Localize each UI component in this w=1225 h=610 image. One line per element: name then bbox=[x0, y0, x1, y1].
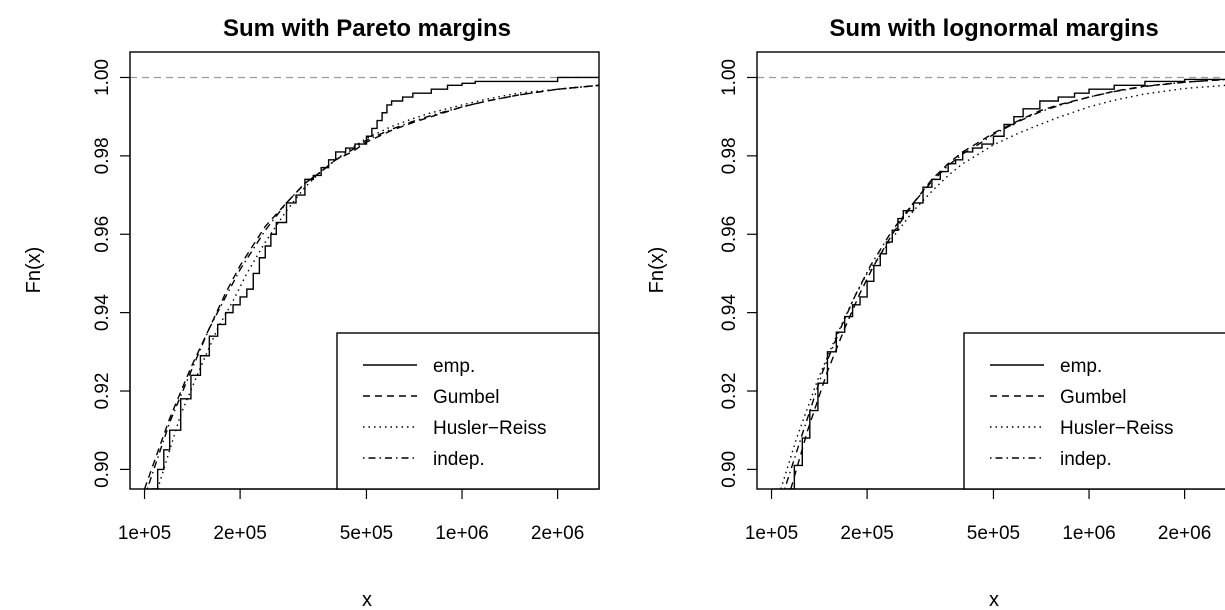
y-tick-label: 0.92 bbox=[92, 373, 113, 410]
series-line-dotted bbox=[157, 84, 599, 489]
x-tick-label: 2e+05 bbox=[840, 523, 893, 544]
x-tick-label: 1e+05 bbox=[745, 523, 798, 544]
legend-label: emp. bbox=[1060, 356, 1102, 377]
legend-label: Gumbel bbox=[1060, 387, 1127, 408]
y-tick-label: 1.00 bbox=[719, 59, 740, 96]
legend: emp. Gumbel Husler−Reiss indep. bbox=[336, 332, 600, 490]
series-line-dashed bbox=[790, 78, 1225, 489]
x-tick-label: 5e+05 bbox=[967, 523, 1020, 544]
y-tick-label: 0.96 bbox=[719, 216, 740, 253]
y-axis-label: Fn(x) bbox=[646, 247, 668, 294]
legend-label: Husler−Reiss bbox=[1060, 418, 1174, 439]
legend-label: emp. bbox=[433, 356, 475, 377]
x-tick-label: 1e+06 bbox=[1062, 523, 1115, 544]
x-tick-label: 5e+05 bbox=[340, 523, 393, 544]
y-tick-label: 0.98 bbox=[719, 137, 740, 174]
x-tick-label: 2e+05 bbox=[213, 523, 266, 544]
series-line-dotdash bbox=[784, 78, 1225, 489]
y-axis-label: Fn(x) bbox=[23, 247, 45, 294]
chart-panel-pareto: Sum with Pareto margins x Fn(x) 1e+05 2e+… bbox=[23, 15, 600, 610]
x-tick-label: 1e+05 bbox=[118, 523, 171, 544]
legend: emp. Gumbel Husler−Reiss indep. bbox=[963, 332, 1225, 490]
series-line-solid bbox=[151, 76, 599, 489]
x-tick-label: 2e+06 bbox=[531, 523, 584, 544]
y-tick-label: 0.98 bbox=[92, 137, 113, 174]
y-tick-label: 0.94 bbox=[719, 294, 740, 331]
x-tick-label: 1e+06 bbox=[435, 523, 488, 544]
chart-title: Sum with lognormal margins bbox=[829, 15, 1158, 42]
legend-label: indep. bbox=[1060, 449, 1112, 470]
chart-title: Sum with Pareto margins bbox=[223, 15, 511, 42]
x-tick-label: 2e+06 bbox=[1158, 523, 1211, 544]
y-tick-label: 0.96 bbox=[92, 216, 113, 253]
legend-label: Husler−Reiss bbox=[433, 418, 547, 439]
y-tick-label: 0.90 bbox=[92, 451, 113, 488]
y-tick-label: 1.00 bbox=[92, 59, 113, 96]
x-axis-label: x bbox=[989, 589, 999, 610]
legend-label: Gumbel bbox=[433, 387, 500, 408]
legend-box bbox=[336, 332, 600, 490]
chart-panel-lognormal: Sum with lognormal margins x Fn(x) 1e+05… bbox=[646, 15, 1225, 610]
legend-label: indep. bbox=[433, 449, 485, 470]
series-line-dotdash bbox=[146, 84, 599, 489]
y-tick-label: 0.90 bbox=[719, 451, 740, 488]
legend-box bbox=[963, 332, 1225, 490]
x-axis-label: x bbox=[362, 589, 372, 610]
y-tick-label: 0.94 bbox=[92, 294, 113, 331]
y-tick-label: 0.92 bbox=[719, 373, 740, 410]
